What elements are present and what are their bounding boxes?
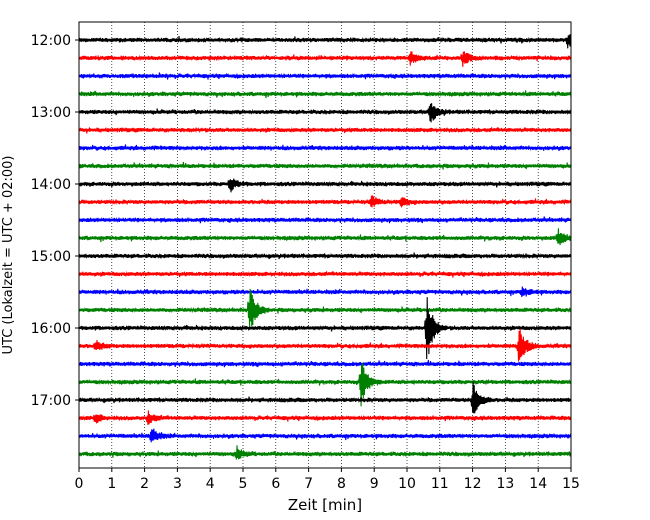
x-axis-label: Zeit [min]: [288, 496, 362, 514]
trace-line: [78, 51, 572, 67]
x-axis-ticks: 0 1 2 3 4 5 6 7 8 9 10 11 12 13 14 15: [75, 468, 580, 492]
y-tick-label: 16:00: [31, 321, 71, 337]
x-tick-label: 11: [431, 476, 449, 492]
trace-line: [78, 252, 572, 260]
x-tick-label: 8: [337, 476, 346, 492]
x-tick-label: 14: [529, 476, 547, 492]
trace-line: [78, 270, 572, 278]
x-tick-label: 5: [239, 476, 248, 492]
y-tick-label: 15:00: [31, 249, 71, 265]
trace-line: [78, 329, 572, 362]
plot-frame: [78, 21, 572, 469]
y-tick-label: 17:00: [31, 393, 71, 409]
trace-line: [78, 297, 572, 360]
x-tick-label: 4: [206, 476, 215, 492]
trace-line: [78, 34, 572, 49]
x-tick-label: 13: [496, 476, 514, 492]
x-tick-label: 1: [107, 476, 116, 492]
x-tick-label: 0: [75, 476, 84, 492]
trace-line: [78, 428, 572, 443]
trace-line: [78, 362, 572, 407]
y-tick-label: 12:00: [31, 33, 71, 49]
x-tick-label: 2: [140, 476, 149, 492]
y-tick-label: 13:00: [31, 105, 71, 121]
x-tick-label: 6: [271, 476, 280, 492]
trace-line: [78, 216, 572, 224]
trace-line: [78, 288, 572, 328]
x-tick-label: 15: [562, 476, 580, 492]
y-tick-label: 14:00: [31, 177, 71, 193]
trace-line: [78, 161, 572, 170]
x-tick-label: 9: [370, 476, 379, 492]
x-tick-label: 3: [173, 476, 182, 492]
x-tick-label: 7: [304, 476, 313, 492]
trace-line: [78, 90, 572, 99]
seismic-traces: [78, 34, 572, 460]
trace-line: [78, 410, 572, 425]
trace-line: [78, 286, 572, 298]
trace-line: [78, 178, 572, 193]
trace-line: [78, 72, 572, 80]
trace-line: [78, 359, 572, 368]
trace-line: [78, 228, 572, 246]
trace-line: [78, 103, 572, 123]
trace-line: [78, 195, 572, 208]
trace-line: [78, 381, 572, 414]
y-axis-ticks: 12:00 13:00 14:00 15:00 16:00 17:00: [31, 33, 79, 409]
x-tick-label: 12: [464, 476, 482, 492]
y-axis-label: UTC (Lokalzeit = UTC + 02:00): [1, 156, 16, 355]
trace-line: [78, 126, 572, 134]
trace-line: [78, 144, 572, 152]
trace-line: [78, 445, 572, 460]
x-tick-label: 10: [398, 476, 416, 492]
